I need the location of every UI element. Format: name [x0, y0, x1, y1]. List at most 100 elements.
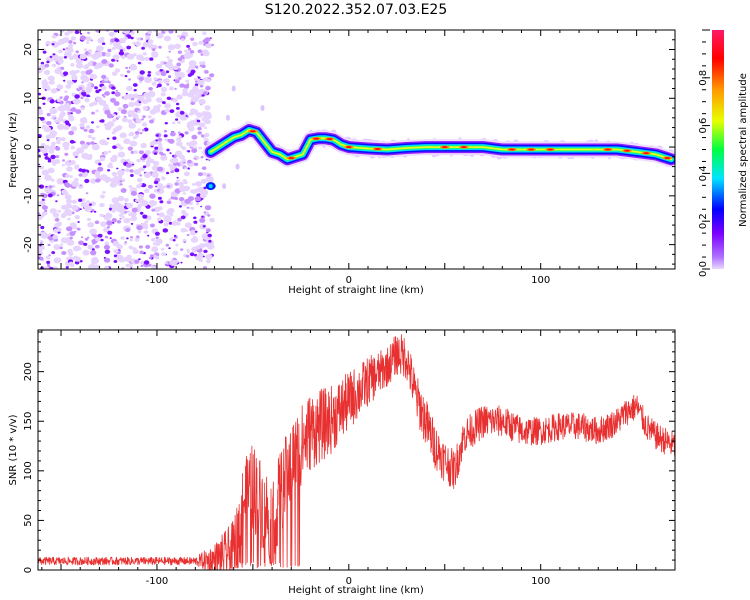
- noise-point: [110, 165, 114, 169]
- noise-point: [100, 221, 107, 227]
- noise-point: [126, 158, 131, 162]
- noise-point: [203, 211, 207, 214]
- noise-point: [147, 73, 152, 77]
- noise-point: [108, 63, 114, 68]
- noise-point: [167, 208, 175, 214]
- noise-point: [117, 107, 123, 111]
- y-tick-label: -10: [23, 188, 34, 204]
- noise-point: [187, 150, 191, 153]
- noise-point: [46, 112, 51, 117]
- noise-point: [140, 264, 144, 268]
- noise-point: [107, 150, 112, 154]
- noise-point: [100, 238, 104, 242]
- noise-point: [207, 174, 210, 177]
- hotspot-core: [643, 152, 650, 155]
- noise-point: [147, 71, 152, 74]
- noise-point: [56, 137, 62, 142]
- noise-point: [69, 222, 77, 228]
- noise-point: [200, 156, 204, 159]
- noise-point: [162, 228, 169, 233]
- noise-point: [44, 209, 48, 213]
- noise-point: [181, 210, 186, 214]
- noise-point: [191, 109, 199, 115]
- noise-point: [143, 92, 150, 98]
- noise-point: [40, 242, 43, 245]
- colorbar: 0.0 0.2 0.4 0.6 0.8 Normalized spectral ampl…: [698, 29, 749, 277]
- noise-point: [81, 143, 89, 150]
- noise-point: [99, 194, 105, 199]
- hotspot-core: [624, 149, 631, 152]
- noise-point: [160, 60, 166, 66]
- noise-point: [84, 178, 90, 184]
- noise-point: [128, 78, 132, 81]
- noise-point: [43, 79, 47, 82]
- noise-point: [45, 134, 52, 140]
- noise-point: [72, 98, 81, 105]
- noise-point: [82, 249, 90, 256]
- noise-point: [181, 146, 187, 151]
- noise-point: [193, 220, 198, 224]
- noise-point: [103, 176, 112, 183]
- noise-point: [49, 107, 58, 115]
- noise-point: [197, 252, 204, 258]
- noise-point: [49, 99, 55, 104]
- noise-point: [113, 101, 120, 106]
- noise-point: [62, 79, 66, 82]
- noise-point: [79, 184, 83, 187]
- noise-point: [94, 220, 100, 225]
- noise-point: [148, 256, 152, 260]
- noise-point: [46, 263, 50, 267]
- noise-point: [156, 213, 160, 216]
- noise-point: [173, 234, 177, 237]
- noise-point: [163, 61, 167, 65]
- noise-point: [122, 30, 131, 34]
- noise-point: [38, 67, 43, 74]
- colorbar-tick-label: 0.0: [698, 261, 709, 277]
- noise-point: [111, 171, 118, 177]
- noise-point: [197, 131, 202, 135]
- noise-point: [158, 212, 165, 218]
- noise-point: [202, 255, 205, 258]
- y-tick-label: 50: [23, 514, 34, 527]
- noise-point: [126, 254, 132, 259]
- noise-point: [204, 105, 211, 111]
- noise-point: [68, 251, 74, 256]
- noise-point: [209, 73, 215, 78]
- noise-point: [129, 140, 138, 147]
- noise-point: [125, 228, 131, 232]
- noise-point: [155, 63, 162, 69]
- noise-point: [163, 215, 172, 222]
- scatter-blob: [222, 183, 227, 190]
- noise-point: [98, 88, 102, 92]
- noise-point: [68, 160, 72, 163]
- noise-point: [91, 248, 95, 251]
- noise-point: [130, 150, 135, 154]
- noise-point: [66, 80, 73, 85]
- noise-point: [163, 134, 168, 138]
- noise-point: [114, 126, 120, 131]
- noise-point: [168, 30, 174, 34]
- noise-point: [130, 31, 135, 35]
- noise-point: [199, 218, 206, 223]
- noise-point: [80, 96, 84, 100]
- colorbar-label: Normalized spectral amplitude: [738, 73, 749, 227]
- noise-point: [132, 113, 139, 119]
- noise-point: [71, 204, 79, 211]
- noise-point: [60, 66, 65, 70]
- noise-point: [182, 238, 187, 242]
- noise-point: [202, 266, 207, 269]
- noise-point: [138, 182, 143, 186]
- noise-point: [91, 121, 94, 124]
- noise-point: [40, 116, 45, 121]
- noise-point: [149, 57, 154, 61]
- noise-point: [38, 212, 41, 215]
- hotspot-core: [664, 157, 671, 160]
- noise-point: [113, 260, 118, 263]
- noise-point: [129, 211, 137, 217]
- hotspot-core: [345, 146, 352, 149]
- noise-point: [134, 41, 141, 47]
- noise-point: [182, 192, 186, 195]
- noise-point: [74, 215, 80, 220]
- noise-point: [38, 92, 41, 96]
- noise-point: [153, 152, 158, 155]
